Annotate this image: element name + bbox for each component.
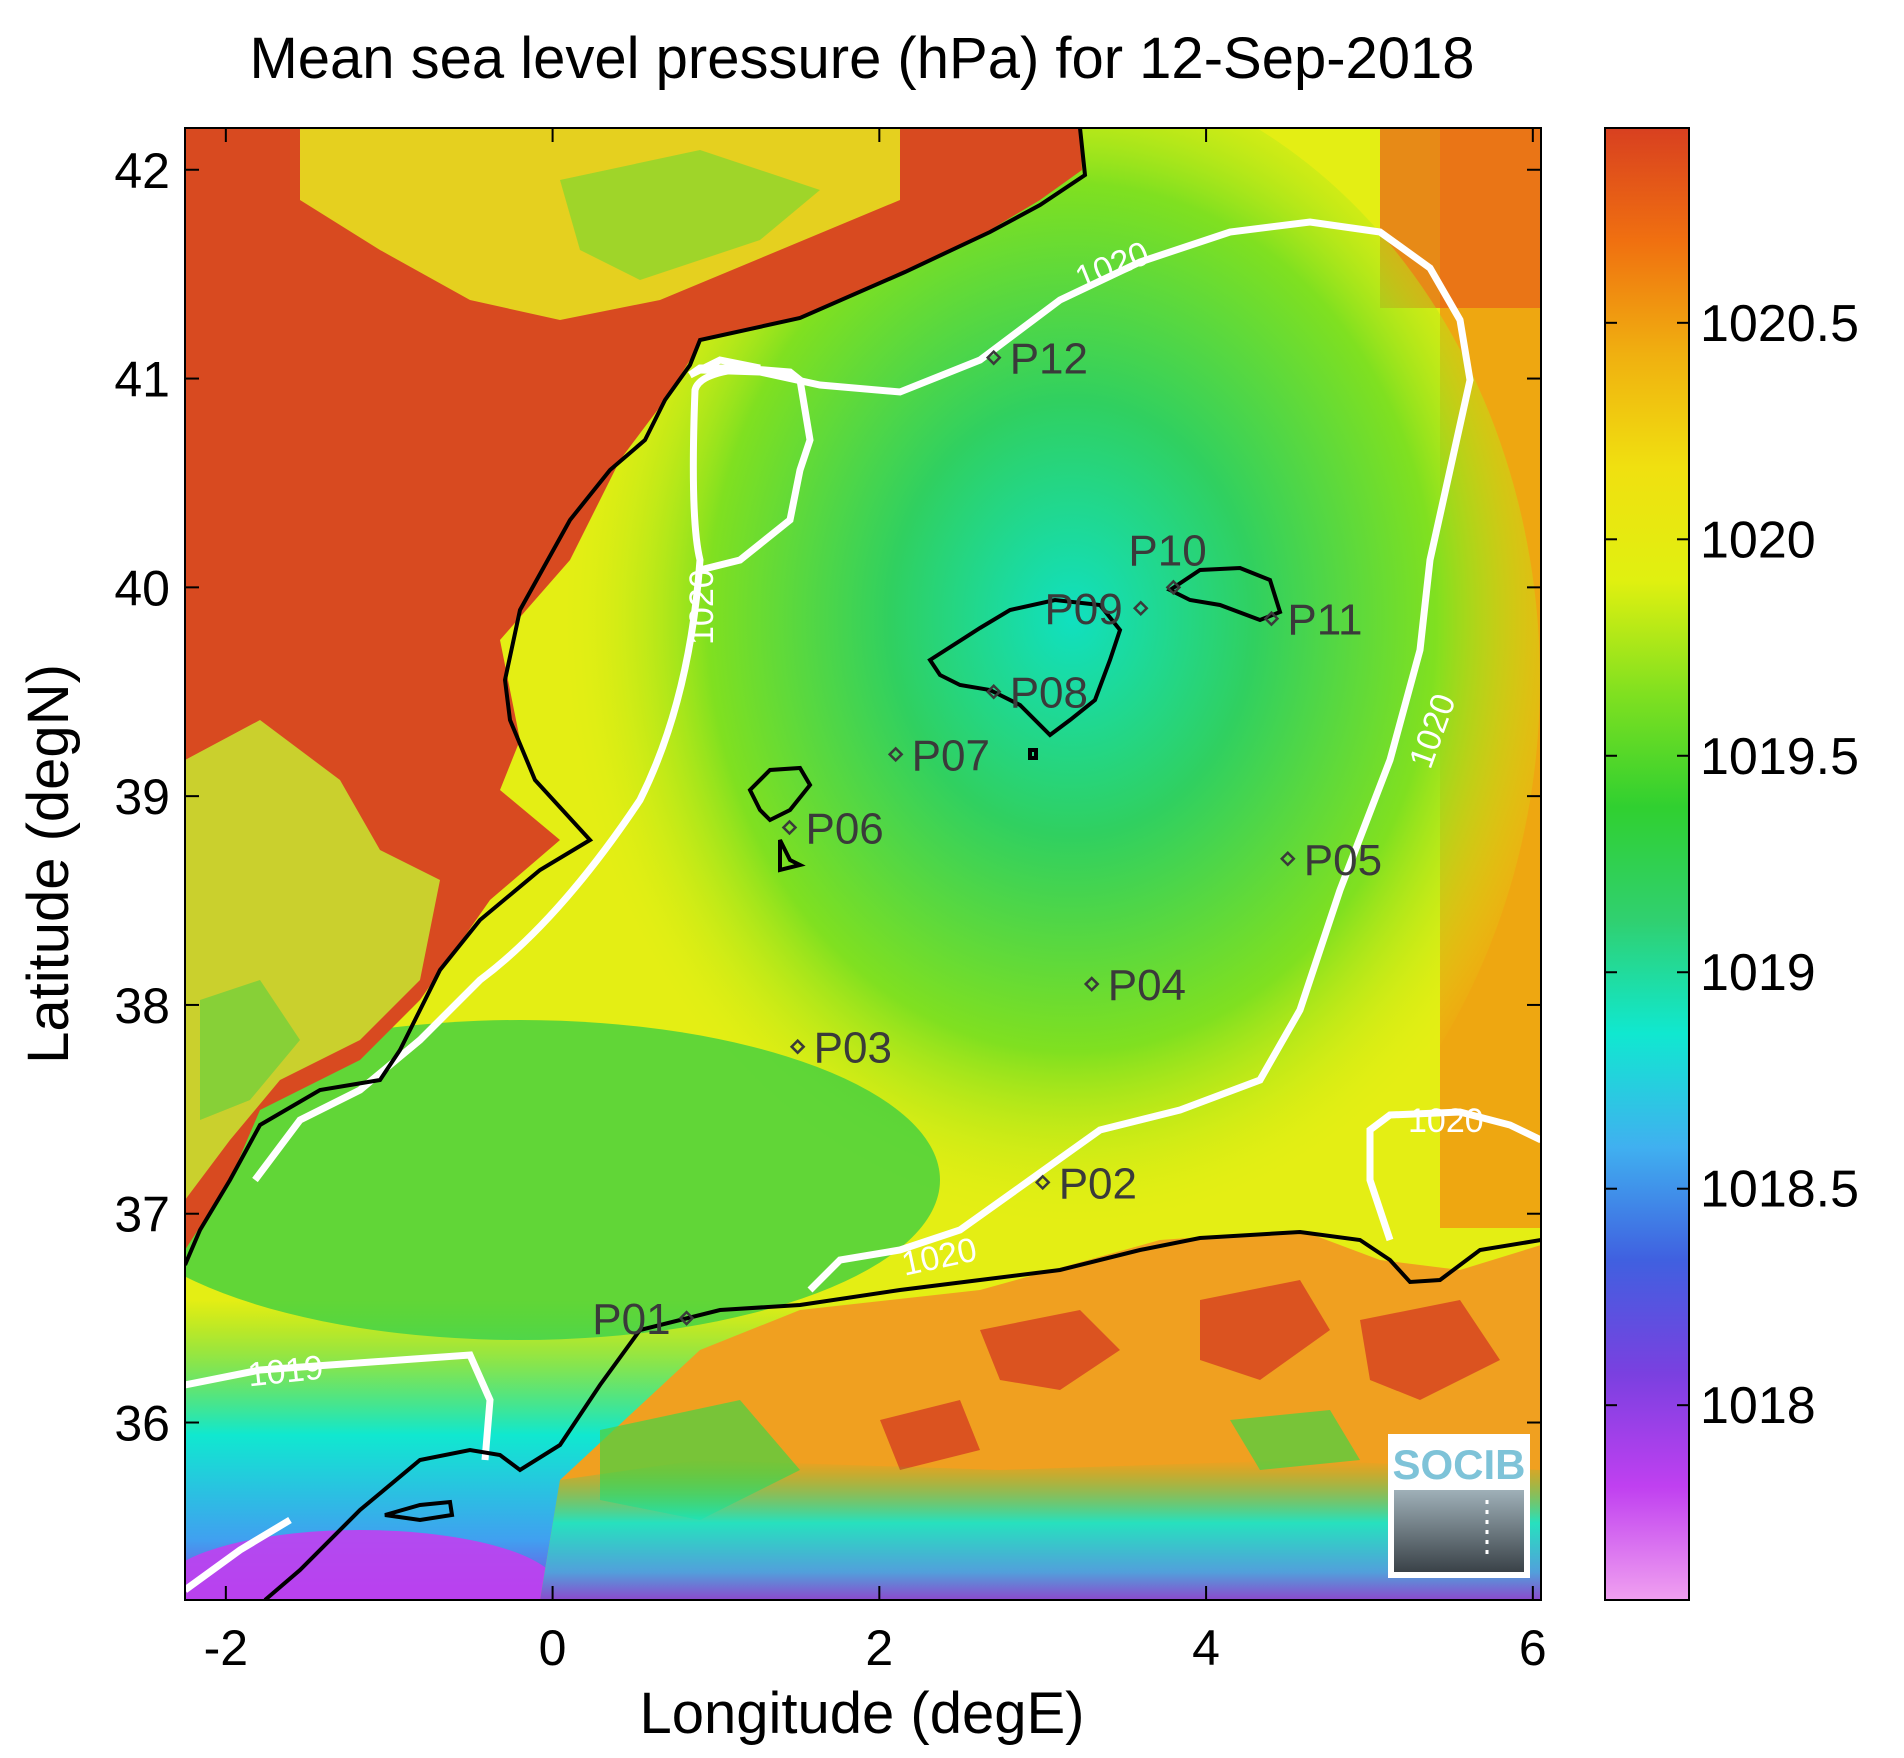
socib-logo: SOCIB: [1388, 1434, 1530, 1578]
y-tick-label: 42: [114, 143, 170, 199]
logo-image: [1394, 1490, 1524, 1572]
contour-label-1020-southeast: 1020: [1408, 1102, 1484, 1140]
mallorca-coastline: [927, 597, 1123, 738]
station-marker: [789, 1038, 806, 1055]
pressure-field: 1020 1020 1020 1020 1020 1019 P01P02P03P…: [185, 128, 1541, 1600]
station-p10: P10: [1128, 526, 1207, 596]
logo-text: SOCIB: [1392, 1441, 1525, 1488]
colorbar-ticks: 1020.5 1020 1019.5 1019 1018.5 1018: [1605, 295, 1859, 1435]
chart-title: Mean sea level pressure (hPa) for 12-Sep…: [249, 26, 1474, 91]
y-tick-label: 39: [114, 769, 170, 825]
contour-label-1020-west: 1020: [683, 569, 721, 645]
station-marker: [678, 1310, 695, 1326]
station-marker: [887, 746, 904, 763]
station-p12: P12: [985, 335, 1088, 384]
southwest-low-region: [185, 1020, 940, 1340]
station-marker: [1034, 1174, 1051, 1191]
central-low-region: [500, 128, 1540, 1300]
x-ticks: -2 0 2 4 6: [204, 128, 1547, 1676]
station-marker: [1165, 579, 1182, 596]
station-marker: [985, 683, 1002, 700]
alboran-coastline: [384, 1499, 455, 1523]
station-p04: P04: [1083, 961, 1186, 1010]
cabrera-coastline: [1028, 748, 1038, 760]
southwest-violet-region: [185, 1530, 560, 1600]
africa-south-low: [540, 1460, 1541, 1600]
menorca-coastline: [1166, 565, 1283, 623]
station-p01: P01: [592, 1295, 695, 1344]
station-label: P06: [805, 804, 883, 853]
station-label: P11: [1287, 596, 1362, 645]
station-marker: [1132, 600, 1149, 616]
africa-coastline: [263, 1229, 1541, 1600]
x-tick-label: 2: [865, 1620, 893, 1676]
x-tick-label: 0: [539, 1620, 567, 1676]
x-axis-label: Longitude (degE): [640, 1681, 1085, 1746]
y-tick-label: 36: [114, 1396, 170, 1452]
x-tick-label: 4: [1192, 1620, 1220, 1676]
contour-1019-southwest: [185, 1351, 494, 1593]
contour-label-1019: 1019: [246, 1349, 325, 1395]
colorbar-tick-label: 1019.5: [1700, 728, 1859, 786]
colorbar-tick-label: 1020.5: [1700, 295, 1859, 353]
y-tick-label: 37: [114, 1187, 170, 1243]
station-label: P12: [1010, 335, 1088, 384]
station-p03: P03: [789, 1024, 892, 1073]
y-tick-label: 40: [114, 560, 170, 616]
colorbar-bar: [1604, 127, 1690, 1601]
colorbar-tick-label: 1018: [1700, 1377, 1816, 1435]
contours: [185, 218, 1541, 1593]
station-p11: P11: [1263, 596, 1362, 645]
y-ticks: 42 41 40 39 38 37 36: [114, 143, 1541, 1452]
station-p06: P06: [781, 804, 884, 853]
station-marker: [985, 349, 1002, 366]
station-label: P02: [1059, 1159, 1137, 1208]
station-label: P03: [814, 1024, 892, 1073]
y-tick-label: 38: [114, 978, 170, 1034]
station-label: P07: [912, 731, 990, 780]
ibiza-coastline: [747, 765, 813, 873]
contour-1020-southeast: [1366, 1108, 1541, 1242]
colorbar: 1020.5 1020 1019.5 1019 1018.5 1018: [1604, 127, 1859, 1601]
y-tick-label: 41: [114, 352, 170, 408]
colorbar-tick-label: 1018.5: [1700, 1161, 1859, 1219]
station-p08: P08: [985, 669, 1088, 718]
contour-1020-main: [252, 356, 761, 1183]
africa-high-patches: [880, 1280, 1500, 1470]
x-tick-label: 6: [1519, 1620, 1547, 1676]
station-label: P01: [592, 1295, 670, 1344]
station-p07: P07: [887, 731, 990, 780]
station-marker: [781, 819, 798, 836]
colorbar-tick-label: 1020: [1700, 511, 1816, 569]
station-p05: P05: [1280, 836, 1382, 885]
contour-1020-upper: [699, 218, 1474, 1293]
station-label: P08: [1010, 669, 1088, 718]
y-axis-label: Latitude (degN): [16, 664, 81, 1064]
iberia-coastline: [185, 128, 1088, 1266]
colorbar-tick-label: 1019: [1700, 944, 1816, 1002]
station-label: P09: [1044, 585, 1122, 634]
station-label: P05: [1304, 836, 1382, 885]
station-marker: [1280, 851, 1296, 867]
station-marker: [1263, 610, 1280, 627]
iberia-north-green: [560, 150, 820, 280]
station-p02: P02: [1034, 1159, 1137, 1208]
coastlines: [185, 128, 1541, 1600]
map-frame: [184, 127, 1542, 1601]
station-p09: P09: [1044, 585, 1149, 634]
station-label: P10: [1128, 526, 1206, 575]
x-tick-label: -2: [204, 1620, 248, 1676]
iberia-coastal-green: [200, 980, 300, 1120]
station-marker: [1083, 976, 1100, 992]
station-label: P04: [1108, 961, 1186, 1010]
